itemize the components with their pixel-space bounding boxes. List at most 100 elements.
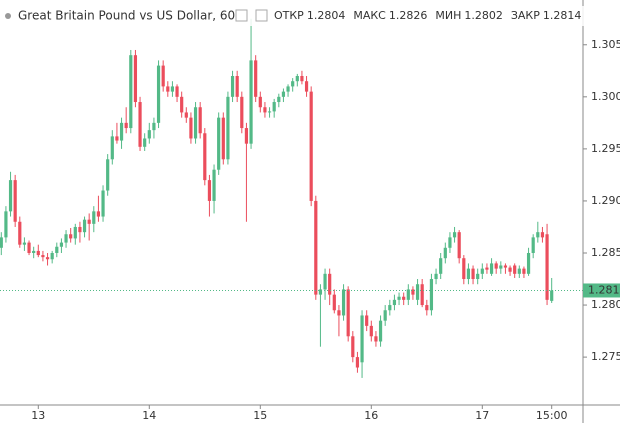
candle-body [346,289,350,337]
y-tick-label: 1.2800 [591,298,620,311]
candle-body [175,86,179,97]
candle-body [300,76,304,82]
candle-body [78,226,82,233]
candle-body [0,237,3,248]
candle-body [540,232,545,238]
candle-body [73,226,77,239]
candle-body [304,81,309,92]
candle-body [314,200,318,295]
candle-body [517,268,521,274]
candle-body [101,190,105,217]
candle-body [27,242,31,253]
ohlc-value: 1.2814 [543,9,582,22]
ohlc-value: 1.2826 [389,9,428,22]
candle-body [240,96,244,129]
chart-title: Great Britain Pound vs US Dollar, 60 [18,9,235,23]
candle-body [415,284,420,300]
icon[interactable] [235,9,248,22]
candle-body [207,180,212,201]
candle-body [258,96,262,108]
x-tick-label: 16 [364,409,378,422]
candle-body [406,289,410,300]
candle-body [369,325,373,337]
y-tick-label: 1.2900 [591,194,620,207]
candle-body [272,102,276,112]
candle-body [254,60,258,97]
candle-body [531,237,535,253]
candle-body [277,96,281,103]
candle-body [374,336,378,342]
x-tick-label: 15:00 [536,409,568,422]
candle-body [82,219,87,233]
candle-body [212,169,216,201]
candle-body [235,76,239,97]
y-tick-label: 1.2750 [591,350,620,363]
ohlc-value: 1.2804 [307,9,346,22]
candle-body [203,133,207,181]
candle-body [489,263,494,274]
ohlc-label: МИН [435,9,461,22]
candle-body [110,136,114,160]
candle-body [226,96,230,160]
y-tick-label: 1.2950 [591,142,620,155]
icon[interactable] [255,9,268,22]
candle-body [388,305,392,311]
status-dot [5,13,11,19]
candle-body [337,310,341,316]
candle-body [434,273,438,280]
header-bg [0,6,620,26]
y-tick-label: 1.3000 [591,90,620,103]
ohlc-value: 1.2802 [464,9,503,22]
candle-body [161,65,165,87]
candle-body [494,263,498,269]
candle-body [263,107,267,113]
candle-body [180,96,184,113]
x-tick-label: 13 [31,409,45,422]
candle-body [133,55,138,103]
candle-body [124,122,128,129]
candle-body [309,91,313,201]
candle-body [184,112,188,118]
candle-body [18,221,22,245]
y-tick-label: 1.3050 [591,38,620,51]
candle-body [513,265,517,274]
candle-body [526,252,531,274]
candle-body [64,234,68,243]
candle-body [295,76,299,82]
last-price-label: 1.2814 [588,283,620,296]
candle-body [32,250,36,253]
candle-body [485,267,489,270]
candle-body [550,290,554,301]
candle-body [106,159,110,191]
candle-body [129,55,133,129]
candle-body [286,86,290,92]
candle-body [480,268,484,274]
candle-body [156,65,161,123]
candle-body [115,136,119,141]
candle-body [462,258,466,280]
candle-body [119,122,124,141]
candle-body [249,60,253,144]
candle-body [189,117,193,139]
candle-body [50,252,54,260]
ohlc-label: ЗАКР [511,9,540,22]
candle-body [402,296,406,300]
candle-body [383,310,387,321]
candle-body [193,107,198,139]
candle-body [341,289,346,316]
candle-body [457,232,461,259]
candle-body [522,268,526,274]
candle-body [230,76,235,97]
candle-body [332,294,336,311]
candle-body [221,117,225,160]
candle-body [8,180,13,212]
last-price-box [583,283,620,298]
x-tick-label: 14 [142,409,156,422]
candle-body [448,237,452,248]
candle-body [443,247,447,259]
candle-body [45,257,50,260]
candle-body [96,211,101,217]
candle-body [41,255,45,258]
candle-body [425,305,429,311]
